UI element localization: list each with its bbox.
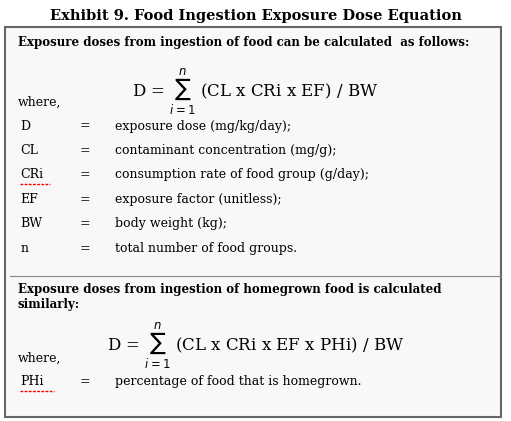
Text: CRi: CRi — [20, 168, 43, 181]
Text: exposure factor (unitless);: exposure factor (unitless); — [115, 193, 282, 206]
FancyBboxPatch shape — [5, 27, 501, 417]
Text: =: = — [79, 375, 90, 388]
Text: =: = — [79, 144, 90, 157]
Text: D = $\sum_{i=1}^{n}$ (CL x CRi x EF x PHi) / BW: D = $\sum_{i=1}^{n}$ (CL x CRi x EF x PH… — [107, 321, 404, 371]
Text: =: = — [79, 217, 90, 230]
Text: =: = — [79, 193, 90, 206]
Text: =: = — [79, 168, 90, 181]
Text: where,: where, — [18, 96, 61, 109]
Text: total number of food groups.: total number of food groups. — [115, 242, 297, 255]
Text: D: D — [20, 120, 31, 133]
Text: Exposure doses from ingestion of homegrown food is calculated: Exposure doses from ingestion of homegro… — [18, 283, 442, 296]
Text: percentage of food that is homegrown.: percentage of food that is homegrown. — [115, 375, 361, 388]
Text: PHi: PHi — [20, 375, 44, 388]
Text: similarly:: similarly: — [18, 298, 80, 311]
Text: where,: where, — [18, 352, 61, 365]
Text: Exhibit 9. Food Ingestion Exposure Dose Equation: Exhibit 9. Food Ingestion Exposure Dose … — [50, 9, 461, 23]
Text: contaminant concentration (mg/g);: contaminant concentration (mg/g); — [115, 144, 336, 157]
Text: Exposure doses from ingestion of food can be calculated  as follows:: Exposure doses from ingestion of food ca… — [18, 36, 469, 49]
Text: =: = — [79, 242, 90, 255]
Text: n: n — [20, 242, 29, 255]
Text: BW: BW — [20, 217, 42, 230]
Text: D = $\sum_{i=1}^{n}$ (CL x CRi x EF) / BW: D = $\sum_{i=1}^{n}$ (CL x CRi x EF) / B… — [132, 67, 379, 117]
Text: CL: CL — [20, 144, 38, 157]
Text: exposure dose (mg/kg/day);: exposure dose (mg/kg/day); — [115, 120, 291, 133]
Text: body weight (kg);: body weight (kg); — [115, 217, 227, 230]
Text: EF: EF — [20, 193, 38, 206]
Text: consumption rate of food group (g/day);: consumption rate of food group (g/day); — [115, 168, 369, 181]
Text: =: = — [79, 120, 90, 133]
